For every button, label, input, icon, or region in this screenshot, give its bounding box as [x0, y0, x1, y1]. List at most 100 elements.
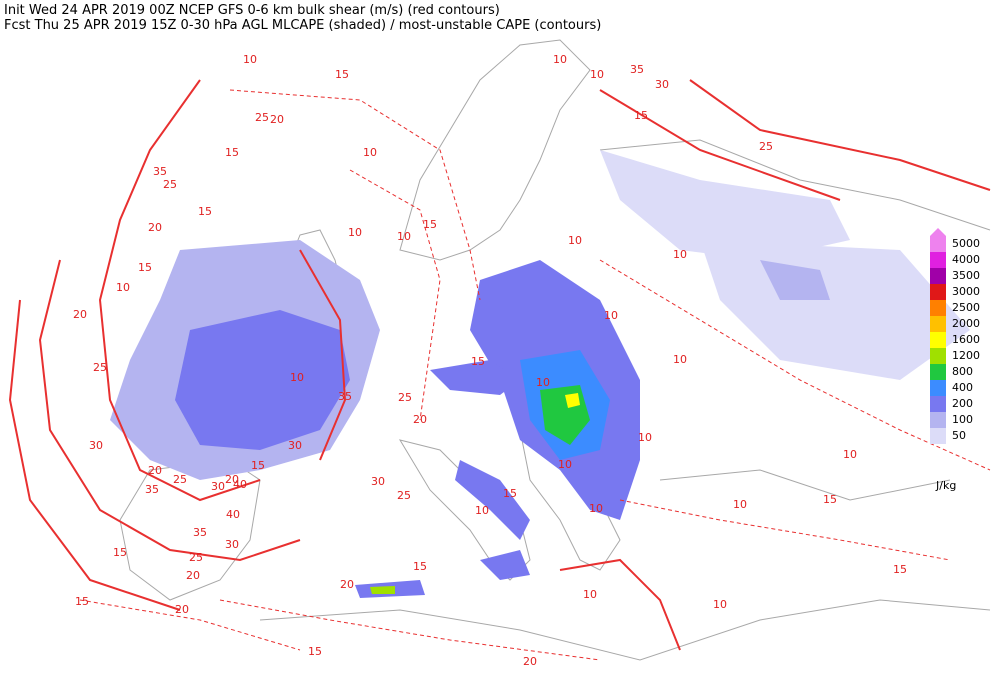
contour-label: 25	[93, 361, 107, 374]
contour-label: 10	[363, 146, 377, 159]
contour-label: 25	[163, 178, 177, 191]
contour-label: 10	[638, 431, 652, 444]
contour-label: 40	[233, 478, 247, 491]
contour-label: 10	[243, 53, 257, 66]
contour-label: 10	[568, 234, 582, 247]
contour-label: 30	[89, 439, 103, 452]
contour-label: 15	[471, 355, 485, 368]
contour-label: 15	[335, 68, 349, 81]
legend-swatch	[930, 396, 946, 412]
contour-label: 25	[398, 391, 412, 404]
contour-label: 15	[138, 261, 152, 274]
contour-label: 15	[413, 560, 427, 573]
contour-label: 10	[583, 588, 597, 601]
legend-label: 100	[952, 413, 973, 426]
contour-label: 15	[75, 595, 89, 608]
legend-label: 1200	[952, 349, 980, 362]
contour-label: 30	[211, 480, 225, 493]
contour-label: 20	[148, 464, 162, 477]
contour-label: 15	[823, 493, 837, 506]
legend-label: 50	[952, 429, 966, 442]
contour-label: 10	[843, 448, 857, 461]
shear-contours	[8, 79, 991, 661]
legend-label: 800	[952, 365, 973, 378]
contour-label: 20	[413, 413, 427, 426]
legend-label: 200	[952, 397, 973, 410]
contour-label: 25	[189, 551, 203, 564]
contour-label: 10	[553, 53, 567, 66]
contour-label: 40	[226, 508, 240, 521]
contour-label: 30	[655, 78, 669, 91]
contour-label: 15	[634, 109, 648, 122]
legend-swatch	[930, 316, 946, 332]
contour-label: 25	[397, 489, 411, 502]
contour-label: 35	[338, 390, 352, 403]
contour-label: 20	[340, 578, 354, 591]
contour-label: 25	[759, 140, 773, 153]
legend-swatch	[930, 332, 946, 348]
contour-label: 10	[558, 458, 572, 471]
contour-label: 20	[148, 221, 162, 234]
header-line: Init Wed 24 APR 2019 00Z NCEP GFS 0-6 km…	[4, 3, 500, 18]
legend-label: 5000	[952, 237, 980, 250]
legend-swatch	[930, 268, 946, 284]
legend-label: 2000	[952, 317, 980, 330]
contour-label: 15	[308, 645, 322, 658]
contour-label: 20	[270, 113, 284, 126]
legend-arrow	[930, 228, 946, 236]
contour-label: 30	[225, 538, 239, 551]
contour-label: 20	[175, 603, 189, 616]
legend-label: 1600	[952, 333, 980, 346]
contour-label: 20	[523, 655, 537, 668]
contour-label: 10	[589, 502, 603, 515]
contour-label: 10	[673, 353, 687, 366]
contour-label: 15	[503, 487, 517, 500]
contour-label: 30	[288, 439, 302, 452]
contour-label: 15	[225, 146, 239, 159]
legend-swatch	[930, 300, 946, 316]
cape-shading	[110, 150, 970, 598]
contour-label: 10	[397, 230, 411, 243]
contour-label: 30	[371, 475, 385, 488]
contour-label: 15	[113, 546, 127, 559]
contour-label: 15	[198, 205, 212, 218]
legend-label: 4000	[952, 253, 980, 266]
contour-label: 10	[536, 376, 550, 389]
contour-label: 10	[733, 498, 747, 511]
contour-label: 15	[893, 563, 907, 576]
contour-label: 20	[186, 569, 200, 582]
contour-label: 10	[116, 281, 130, 294]
legend-label: 3000	[952, 285, 980, 298]
legend-swatch	[930, 236, 946, 252]
contour-label: 20	[73, 308, 87, 321]
legend: 5000 4000 3500 3000 2500 2000 1600 1200 800 400 20…	[930, 228, 980, 492]
contour-label: 15	[423, 218, 437, 231]
legend-swatch	[930, 364, 946, 380]
contour-label: 15	[251, 459, 265, 472]
legend-unit: J/kg	[935, 479, 956, 492]
header-line: Fcst Thu 25 APR 2019 15Z 0-30 hPa AGL ML…	[4, 18, 601, 33]
contour-label: 10	[673, 248, 687, 261]
contour-label: 10	[290, 371, 304, 384]
contour-label: 25	[255, 111, 269, 124]
legend-label: 400	[952, 381, 973, 394]
contour-label: 35	[193, 526, 207, 539]
contour-label: 35	[145, 483, 159, 496]
legend-label: 3500	[952, 269, 980, 282]
legend-swatch	[930, 380, 946, 396]
contour-label: 35	[153, 165, 167, 178]
contour-label: 10	[590, 68, 604, 81]
contour-label: 10	[713, 598, 727, 611]
legend-swatch	[930, 412, 946, 428]
legend-swatch	[930, 284, 946, 300]
contour-label: 35	[630, 63, 644, 76]
legend-swatch	[930, 428, 946, 444]
contour-label: 25	[173, 473, 187, 486]
contour-label: 10	[604, 309, 618, 322]
contour-label: 20	[225, 473, 239, 486]
legend-swatch	[930, 252, 946, 268]
legend-swatch	[930, 348, 946, 364]
contour-label: 10	[348, 226, 362, 239]
